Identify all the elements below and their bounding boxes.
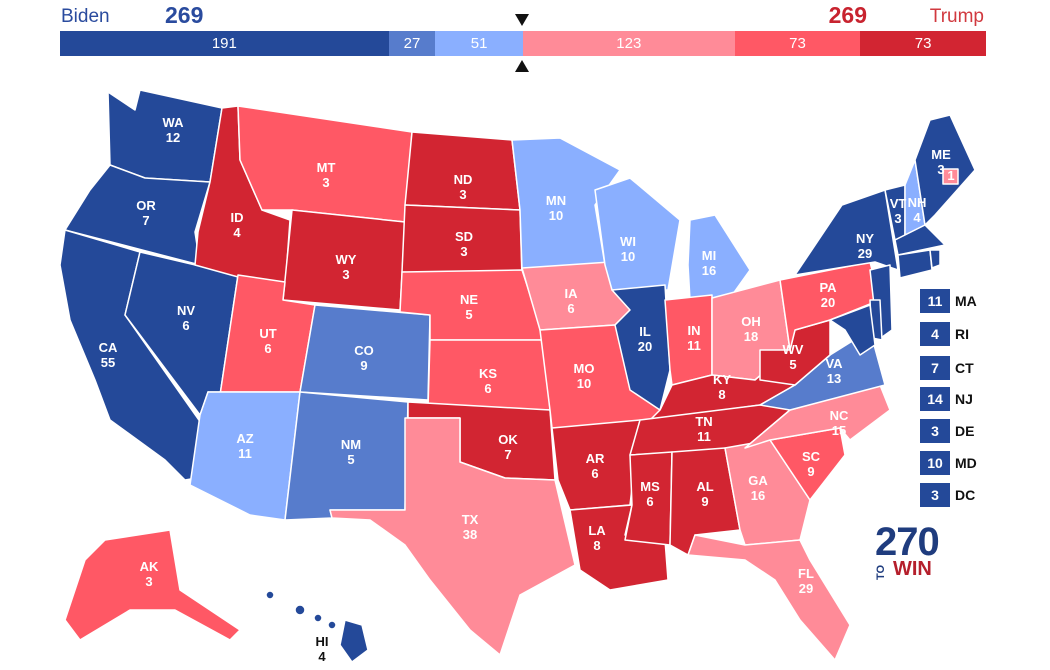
state-label-tn: TN 11	[695, 414, 712, 444]
state-fl[interactable]	[687, 534, 851, 661]
small-state-abbr: DE	[955, 423, 975, 439]
state-label-hi: HI 4	[316, 634, 329, 664]
state-label-oh: OH 18	[741, 314, 761, 344]
trump-electoral-votes: 269	[828, 2, 867, 28]
logo-win: WIN	[893, 558, 932, 580]
state-ri[interactable]	[929, 249, 941, 269]
state-mn[interactable]	[511, 137, 621, 271]
state-label-id: ID 4	[231, 210, 244, 240]
state-hi[interactable]	[265, 590, 369, 663]
state-label-ms: MS 6	[640, 479, 660, 509]
state-label-nv: NV 6	[177, 303, 195, 333]
state-md[interactable]	[829, 304, 876, 356]
state-label-ar: AR 6	[586, 451, 605, 481]
majority-marker-bottom-icon	[515, 60, 529, 72]
state-label-wa: WA 12	[163, 115, 185, 145]
state-ma[interactable]	[894, 224, 946, 256]
tally-segment-lean-r[interactable]: 123	[522, 31, 735, 56]
logo-to: TO	[875, 564, 887, 580]
state-ms[interactable]	[624, 451, 673, 546]
state-label-tx: TX 38	[462, 512, 479, 542]
state-label-mo: MO 10	[574, 361, 595, 391]
state-label-la: LA 8	[588, 523, 606, 553]
state-label-al: AL 9	[696, 479, 713, 509]
trump-name: Trump	[929, 6, 984, 27]
tally-segment-likely-d[interactable]: 27	[388, 31, 436, 56]
state-label-ca: CA 55	[99, 340, 118, 370]
tally-segment-likely-r[interactable]: 73	[734, 31, 861, 56]
state-label-wv: WV 5	[783, 342, 804, 372]
small-state-abbr: CT	[955, 360, 974, 376]
state-mi[interactable]	[687, 214, 751, 301]
state-label-il: IL 20	[638, 324, 652, 354]
small-state-abbr: MA	[955, 293, 977, 309]
270towin-logo[interactable]: 270 TO WIN	[875, 520, 945, 580]
small-state-ev[interactable]: 3	[920, 483, 950, 507]
tally-segment-lean-d[interactable]: 51	[435, 31, 523, 56]
majority-marker-top-icon	[515, 14, 529, 26]
state-label-ia: IA 6	[565, 286, 579, 316]
state-wi[interactable]	[594, 177, 681, 291]
state-labels: WA 12 OR 7 CA 55 NV 6 ID 4 MT 3 WY 3 UT 6 AZ 11 CO 9 NM 5 ND 3 S…	[99, 115, 955, 664]
state-ak[interactable]	[64, 529, 241, 641]
small-state-ev[interactable]: 3	[920, 419, 950, 443]
state-label-az: AZ 11	[236, 431, 253, 461]
state-label-va: VA 13	[825, 356, 843, 386]
small-state-abbr: RI	[955, 326, 969, 342]
small-state-abbr: MD	[955, 455, 977, 471]
state-label-mt: MT 3	[317, 160, 336, 190]
small-state-abbr: NJ	[955, 391, 973, 407]
state-label-ks: KS 6	[479, 366, 497, 396]
state-label-ky: KY 8	[713, 372, 731, 402]
small-state-abbr: DC	[955, 487, 976, 503]
state-tx[interactable]	[329, 417, 576, 656]
tally-segment-safe-r[interactable]: 73	[860, 31, 986, 56]
state-label-mn: MN 10	[546, 193, 566, 223]
small-state-ev[interactable]: 7	[920, 356, 950, 380]
small-state-ev[interactable]: 4	[920, 322, 950, 346]
small-state-ev[interactable]: 10	[920, 451, 950, 475]
state-label-nd: ND 3	[454, 172, 473, 202]
biden-name: Biden	[61, 6, 110, 27]
state-label-ut: UT 6	[259, 326, 276, 356]
state-label-in: IN 11	[687, 323, 701, 353]
state-label-mi: MI 16	[702, 248, 716, 278]
state-label-ga: GA 16	[748, 473, 768, 503]
state-label-ak: AK 3	[140, 559, 159, 589]
biden-electoral-votes: 269	[165, 2, 204, 28]
state-label-nc: NC 15	[830, 408, 849, 438]
state-ct[interactable]	[897, 249, 933, 279]
tally-segment-safe-d[interactable]: 191	[60, 31, 389, 56]
state-label-ok: OK 7	[498, 432, 518, 462]
state-label-vt: VT 3	[890, 196, 907, 226]
state-label-sc: SC 9	[802, 449, 821, 479]
state-ny[interactable]	[794, 189, 899, 276]
small-state-ev[interactable]: 11	[920, 289, 950, 313]
state-label-fl: FL 29	[798, 566, 814, 596]
state-label-wy: WY 3	[336, 252, 357, 282]
state-label-nh: NH 4	[908, 195, 927, 225]
state-label-ne: NE 5	[460, 292, 478, 322]
state-label-sd: SD 3	[455, 229, 473, 259]
state-me-cd2[interactable]	[942, 168, 959, 185]
logo-number: 270	[875, 520, 940, 564]
state-label-pa: PA 20	[819, 280, 837, 310]
small-state-ev[interactable]: 14	[920, 387, 950, 411]
state-label-wi: WI 10	[620, 234, 636, 264]
state-label-me-cd2: 1	[947, 168, 954, 183]
state-label-co: CO 9	[354, 343, 374, 373]
state-label-ny: NY 29	[856, 231, 874, 261]
us-electoral-map: WA 12 OR 7 CA 55 NV 6 ID 4 MT 3 WY 3 UT 6 AZ 11 CO 9 NM 5 ND 3 S…	[59, 89, 976, 664]
state-label-nm: NM 5	[341, 437, 361, 467]
state-label-or: OR 7	[136, 198, 156, 228]
state-label-me: ME 3	[931, 147, 951, 177]
electoral-tally-bar: 191 27 51 123 73 73	[60, 31, 986, 56]
